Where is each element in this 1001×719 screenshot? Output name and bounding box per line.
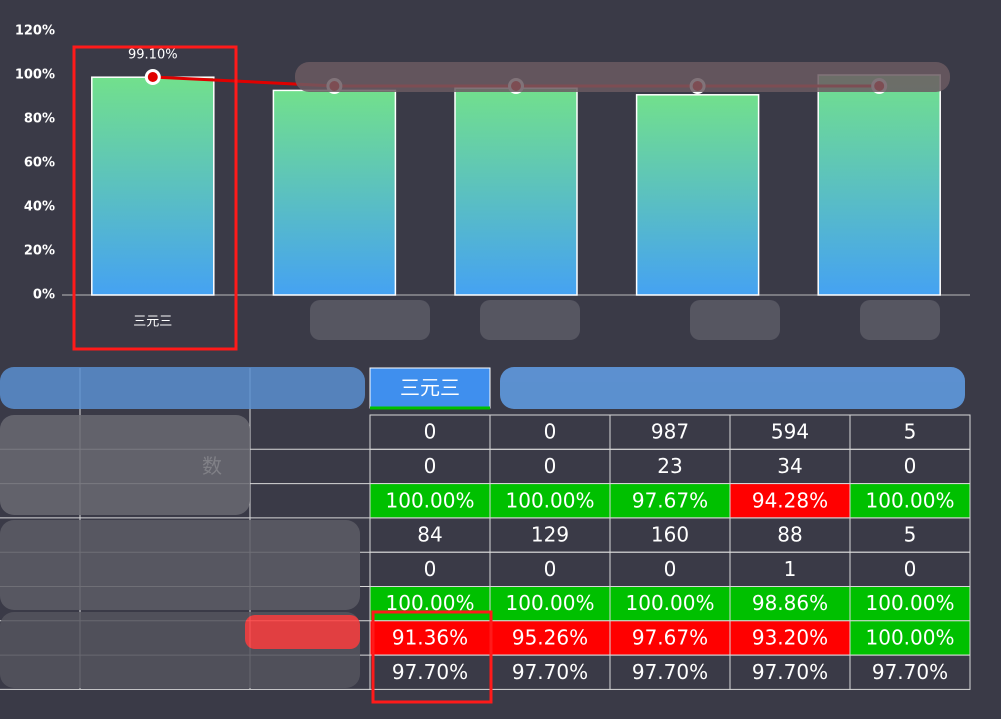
blur [245, 615, 360, 649]
blur [690, 300, 780, 340]
cell-text: 0 [904, 557, 917, 581]
cell [729, 620, 851, 656]
blur [310, 300, 430, 340]
cell-text: 0 [424, 557, 437, 581]
bar [91, 76, 215, 296]
blur [0, 520, 360, 610]
y-tick-label: 60% [24, 156, 55, 171]
blur [295, 62, 950, 92]
cell [369, 483, 491, 519]
cell-text: 100.00% [506, 488, 595, 512]
cell-text: 0 [904, 454, 917, 478]
header-text: 三元三 [400, 376, 460, 400]
cell [609, 620, 731, 656]
cell-text: 0 [664, 557, 677, 581]
cell-text: 5 [904, 523, 917, 547]
cell-text: 987 [651, 420, 689, 444]
data-label: 99.10% [128, 47, 178, 62]
cell-text: 1 [784, 557, 797, 581]
point-center [147, 71, 158, 82]
bar [635, 94, 760, 296]
cell [849, 654, 971, 690]
blur [0, 367, 365, 409]
cell [489, 483, 611, 519]
cell-text: 91.36% [392, 625, 468, 649]
annotation-box [371, 610, 493, 704]
table: 三元三0098759450023340数100.00%100.00%97.67%… [0, 367, 971, 690]
bar [454, 87, 578, 296]
cell-text: 0 [424, 454, 437, 478]
cell-text: 0 [424, 420, 437, 444]
cell-text: 129 [531, 523, 569, 547]
cell-text: 88 [777, 523, 802, 547]
y-tick-label: 80% [24, 112, 55, 127]
cell-text: 594 [771, 420, 809, 444]
cell-text: 95.26% [512, 625, 588, 649]
blur [0, 415, 250, 515]
cell [489, 586, 611, 622]
cell-text: 100.00% [866, 625, 955, 649]
cell-text: 97.70% [512, 660, 588, 684]
cell [729, 586, 851, 622]
cell-text: 34 [777, 454, 802, 478]
cell-text: 100.00% [866, 488, 955, 512]
cell-text: 93.20% [752, 625, 828, 649]
x-tick-label: 三元三 [133, 315, 172, 330]
cell-text: 0 [544, 454, 557, 478]
cell [729, 483, 851, 519]
cell-text: 97.70% [632, 660, 708, 684]
cell-text: 97.70% [392, 660, 468, 684]
blur [480, 300, 580, 340]
cell-text: 5 [904, 420, 917, 444]
bar [272, 89, 397, 296]
annotation-box [72, 45, 238, 351]
cell [849, 483, 971, 519]
cell-text: 97.67% [632, 488, 708, 512]
cell-text: 0 [544, 420, 557, 444]
blur [860, 300, 940, 340]
cell-text: 100.00% [866, 591, 955, 615]
cell-text: 97.70% [872, 660, 948, 684]
cell-text: 100.00% [626, 591, 715, 615]
cell-text: 0 [544, 557, 557, 581]
cell-text: 160 [651, 523, 689, 547]
cell [369, 620, 491, 656]
cell-text: 97.67% [632, 625, 708, 649]
header-cell [369, 367, 491, 409]
y-tick-label: 100% [15, 68, 55, 83]
y-tick-label: 40% [24, 200, 55, 215]
cell [609, 483, 731, 519]
cell-text: 100.00% [506, 591, 595, 615]
cell-text: 84 [417, 523, 442, 547]
cell-text: 97.70% [752, 660, 828, 684]
blur-overlays [0, 62, 965, 688]
y-tick-label: 120% [15, 24, 55, 39]
cell-text: 100.00% [386, 488, 475, 512]
y-tick-label: 20% [24, 244, 55, 259]
blur [500, 367, 965, 409]
cell-text: 94.28% [752, 488, 828, 512]
bar [817, 74, 941, 296]
cell-text: 23 [657, 454, 682, 478]
cell [489, 620, 611, 656]
cell [849, 620, 971, 656]
chart: 0% 20% 40% 60% 80% 100% 120% 三元三 99.10% [15, 24, 970, 330]
y-tick-label: 0% [33, 288, 55, 303]
cell-text: 98.86% [752, 591, 828, 615]
